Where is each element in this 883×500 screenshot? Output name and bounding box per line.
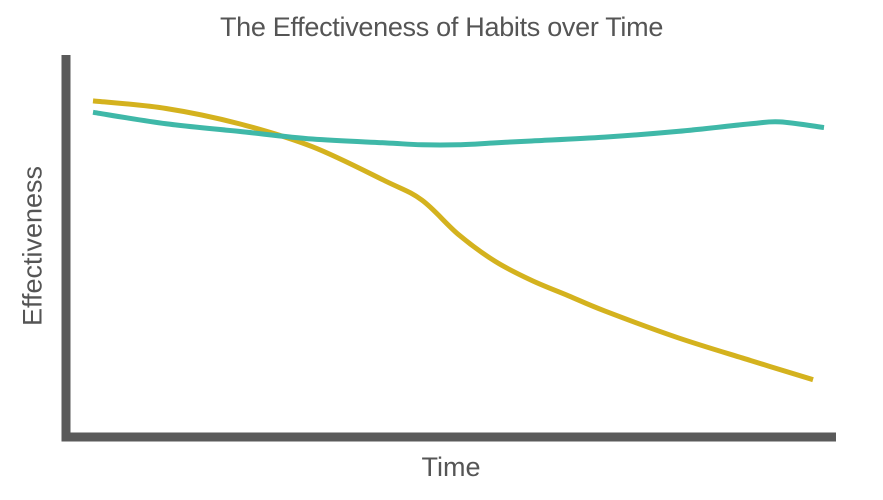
x-axis-label: Time	[421, 452, 481, 482]
series-line-teal	[92, 109, 825, 148]
series-line-gold	[92, 98, 814, 383]
chart-axes	[61, 55, 836, 442]
chart-lines	[92, 98, 825, 383]
chart-title: The Effectiveness of Habits over Time	[219, 12, 664, 42]
